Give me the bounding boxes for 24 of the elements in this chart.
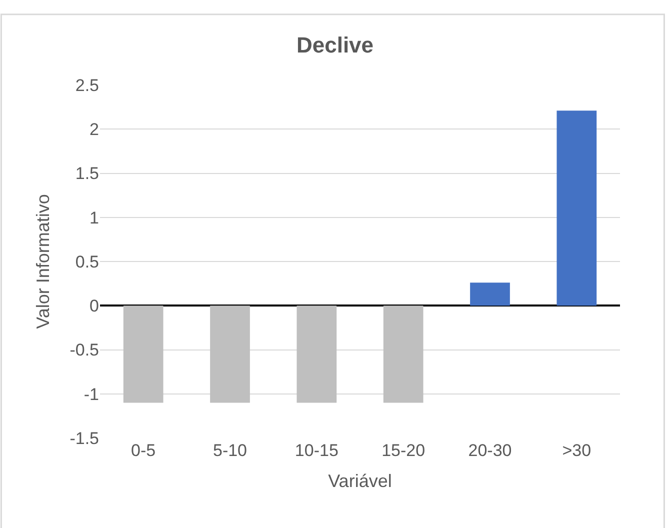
x-tick-label: 15-20: [382, 441, 426, 460]
y-tick-label: 0.5: [75, 252, 99, 272]
bar: [470, 282, 510, 306]
bar: [210, 306, 250, 403]
x-tick-label: 5-10: [212, 441, 248, 460]
bar: [383, 306, 424, 403]
y-tick-label: 1.5: [75, 164, 99, 184]
x-tick-label: >30: [562, 441, 592, 460]
bar: [556, 110, 597, 306]
y-tick-label: 2.5: [75, 76, 99, 95]
y-tick-label: 1: [90, 208, 99, 228]
y-tick-label: -1.5: [70, 428, 99, 448]
x-tick-label: 0-5: [131, 441, 156, 460]
bar: [123, 306, 164, 403]
x-tick-label: 20-30: [468, 441, 512, 460]
y-axis-title: Valor Informativo: [32, 194, 53, 329]
y-tick-label: 0: [90, 296, 99, 316]
chart-title: Declive: [296, 32, 374, 58]
y-tick-label: -1: [84, 384, 99, 404]
y-tick-label: 2: [90, 120, 99, 140]
bar: [296, 306, 337, 403]
y-tick-label: -0.5: [70, 340, 99, 360]
x-tick-label: 10-15: [294, 441, 338, 460]
x-axis-title: Variável: [328, 471, 392, 492]
